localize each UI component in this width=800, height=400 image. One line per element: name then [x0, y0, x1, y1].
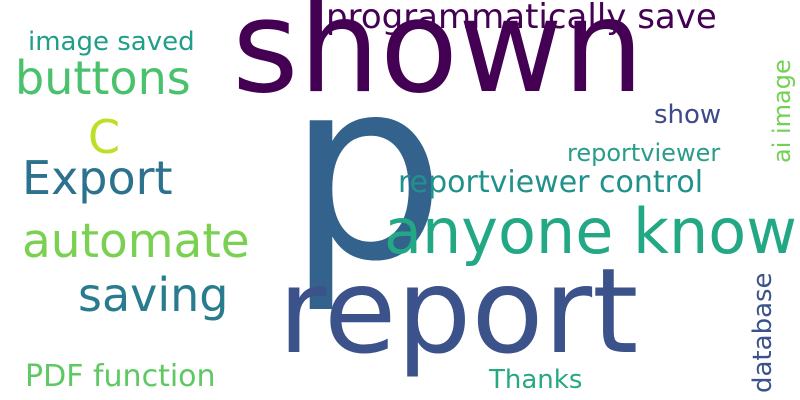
word-reportviewer-control: reportviewer control [398, 165, 704, 200]
word-database: database [748, 272, 778, 393]
word-saving: saving [78, 268, 229, 322]
word-thanks: Thanks [489, 365, 583, 395]
word-p: p [287, 25, 446, 316]
word-c: C [88, 110, 121, 164]
word-show: show [654, 100, 722, 130]
word-ai-image: ai image [768, 59, 796, 163]
word-export: Export [22, 151, 173, 205]
word-shown: shown [232, 0, 644, 122]
word-image-saved: image saved [28, 27, 195, 57]
word-reportviewer: reportviewer [567, 139, 721, 167]
word-pdf-function: PDF function [25, 359, 216, 394]
word-report: report [278, 242, 639, 380]
word-buttons: buttons [15, 51, 191, 105]
word-automate: automate [22, 214, 250, 269]
word-programmatically-save: programmatically save [326, 0, 717, 37]
word-anyone-know: anyone know [384, 195, 797, 268]
